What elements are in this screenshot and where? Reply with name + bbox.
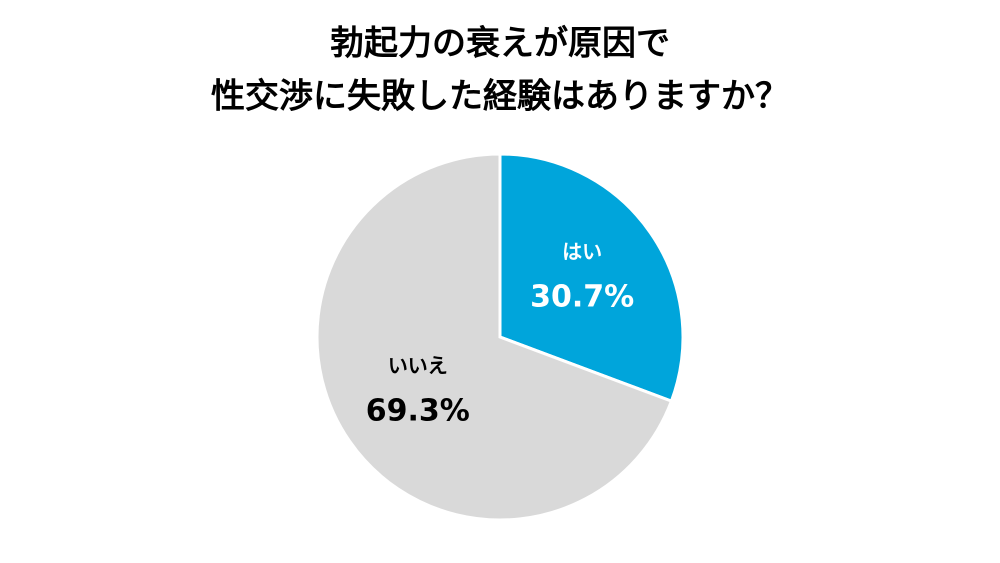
chart-title: 性交渉に失敗した経験はありますか？ — [211, 77, 789, 117]
slice-label: いいえ — [388, 353, 448, 377]
pie-slice — [315, 152, 674, 522]
pie-slice — [498, 152, 685, 404]
value-label: 30.7% — [530, 280, 634, 315]
slice-label: はい — [562, 240, 602, 264]
chart-title: 勃起力の衰えが原因で — [330, 24, 670, 64]
value-label: 69.3% — [366, 393, 470, 428]
